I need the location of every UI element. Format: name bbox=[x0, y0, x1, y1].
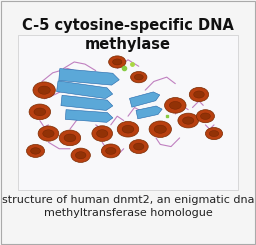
Polygon shape bbox=[61, 95, 113, 110]
Ellipse shape bbox=[75, 152, 86, 159]
Ellipse shape bbox=[105, 147, 116, 154]
Ellipse shape bbox=[29, 104, 51, 120]
Ellipse shape bbox=[183, 117, 194, 124]
Polygon shape bbox=[59, 69, 119, 85]
Ellipse shape bbox=[134, 143, 144, 150]
Text: structure of human dnmt2, an enigmatic dna
methyltransferase homologue: structure of human dnmt2, an enigmatic d… bbox=[2, 195, 254, 218]
Ellipse shape bbox=[189, 87, 209, 102]
Ellipse shape bbox=[131, 72, 147, 83]
Ellipse shape bbox=[92, 126, 113, 141]
Ellipse shape bbox=[64, 134, 76, 142]
Ellipse shape bbox=[38, 86, 50, 94]
Ellipse shape bbox=[149, 121, 172, 137]
Ellipse shape bbox=[200, 113, 210, 120]
Ellipse shape bbox=[71, 148, 90, 162]
Ellipse shape bbox=[27, 144, 45, 158]
Polygon shape bbox=[57, 81, 113, 98]
Polygon shape bbox=[65, 110, 113, 122]
Ellipse shape bbox=[97, 130, 108, 137]
Ellipse shape bbox=[34, 108, 46, 116]
Ellipse shape bbox=[129, 140, 148, 154]
Ellipse shape bbox=[194, 91, 204, 98]
Ellipse shape bbox=[30, 148, 40, 154]
Ellipse shape bbox=[59, 130, 81, 146]
Polygon shape bbox=[130, 92, 160, 107]
Polygon shape bbox=[136, 106, 162, 119]
Ellipse shape bbox=[122, 125, 134, 133]
Ellipse shape bbox=[113, 59, 122, 65]
Ellipse shape bbox=[209, 131, 219, 137]
Ellipse shape bbox=[134, 74, 143, 80]
Ellipse shape bbox=[169, 101, 181, 109]
Ellipse shape bbox=[165, 98, 186, 113]
FancyBboxPatch shape bbox=[18, 35, 238, 190]
Ellipse shape bbox=[109, 56, 126, 68]
Ellipse shape bbox=[205, 127, 223, 140]
Ellipse shape bbox=[43, 130, 54, 137]
Ellipse shape bbox=[196, 110, 215, 123]
Text: C-5 cytosine-specific DNA
methylase: C-5 cytosine-specific DNA methylase bbox=[22, 18, 234, 52]
Ellipse shape bbox=[38, 126, 59, 141]
Ellipse shape bbox=[178, 113, 199, 128]
Ellipse shape bbox=[117, 122, 139, 137]
Ellipse shape bbox=[101, 144, 120, 158]
Ellipse shape bbox=[154, 125, 166, 133]
Ellipse shape bbox=[33, 82, 55, 98]
